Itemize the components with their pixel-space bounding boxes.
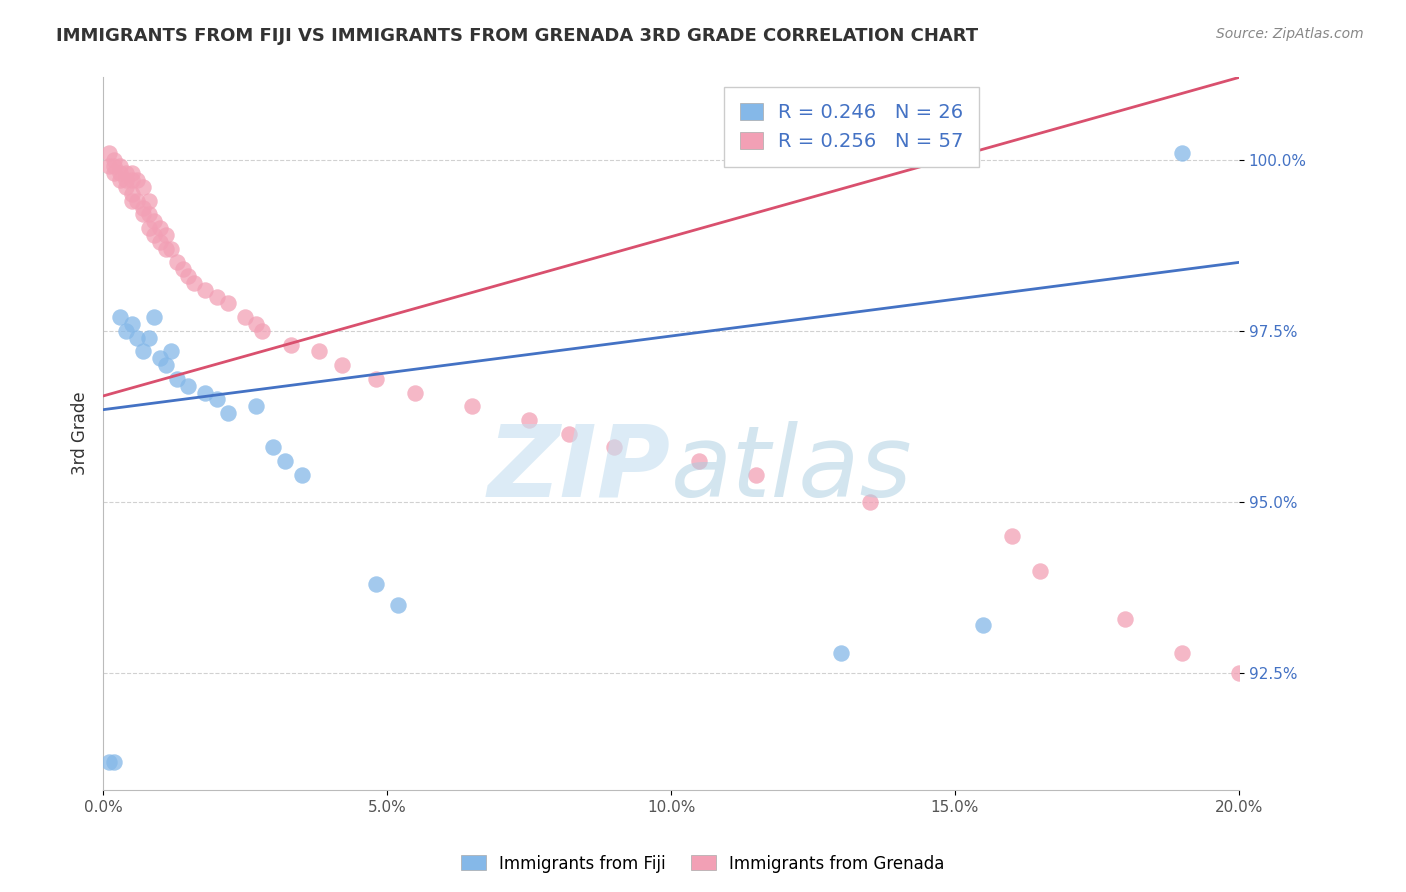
Point <box>1001 529 1024 543</box>
Point <box>263 441 285 455</box>
Text: Source: ZipAtlas.com: Source: ZipAtlas.com <box>1216 27 1364 41</box>
Point <box>121 317 143 331</box>
Point <box>97 160 120 174</box>
Point <box>108 166 131 180</box>
Point <box>364 372 387 386</box>
Point <box>121 194 143 208</box>
Point <box>308 344 330 359</box>
Point <box>1171 646 1194 660</box>
Point <box>115 173 138 187</box>
Point <box>97 756 120 770</box>
Point <box>1029 564 1052 578</box>
Point <box>108 310 131 325</box>
Point <box>205 392 228 407</box>
Point <box>149 221 172 235</box>
Point <box>143 227 166 242</box>
Point <box>121 173 143 187</box>
Point <box>132 201 155 215</box>
Point <box>177 269 200 284</box>
Point <box>745 467 768 482</box>
Point <box>183 276 205 290</box>
Point <box>233 310 256 325</box>
Point <box>274 454 297 468</box>
Point <box>127 194 149 208</box>
Point <box>127 331 149 345</box>
Point <box>859 495 882 509</box>
Point <box>143 214 166 228</box>
Point <box>108 173 131 187</box>
Point <box>404 385 426 400</box>
Point <box>103 756 125 770</box>
Point <box>194 283 217 297</box>
Point <box>160 242 183 256</box>
Text: atlas: atlas <box>671 421 912 517</box>
Point <box>108 160 131 174</box>
Point <box>143 310 166 325</box>
Point <box>166 255 188 269</box>
Point <box>330 358 353 372</box>
Point <box>217 296 239 310</box>
Point <box>603 441 626 455</box>
Text: IMMIGRANTS FROM FIJI VS IMMIGRANTS FROM GRENADA 3RD GRADE CORRELATION CHART: IMMIGRANTS FROM FIJI VS IMMIGRANTS FROM … <box>56 27 979 45</box>
Point <box>115 324 138 338</box>
Point <box>103 160 125 174</box>
Point <box>558 426 581 441</box>
Point <box>194 385 217 400</box>
Point <box>155 358 177 372</box>
Point <box>121 186 143 201</box>
Point <box>115 166 138 180</box>
Legend: Immigrants from Fiji, Immigrants from Grenada: Immigrants from Fiji, Immigrants from Gr… <box>454 848 952 880</box>
Point <box>291 467 314 482</box>
Point <box>127 173 149 187</box>
Point <box>245 399 267 413</box>
Point <box>205 290 228 304</box>
Point <box>132 344 155 359</box>
Point <box>830 646 852 660</box>
Point <box>121 166 143 180</box>
Point <box>138 331 160 345</box>
Point <box>155 227 177 242</box>
Point <box>103 166 125 180</box>
Point <box>217 406 239 420</box>
Point <box>1227 666 1250 681</box>
Point <box>138 207 160 221</box>
Point <box>517 413 540 427</box>
Point <box>155 242 177 256</box>
Legend: R = 0.246   N = 26, R = 0.256   N = 57: R = 0.246 N = 26, R = 0.256 N = 57 <box>724 87 980 167</box>
Point <box>115 180 138 194</box>
Point <box>177 378 200 392</box>
Point <box>103 153 125 167</box>
Point <box>172 262 194 277</box>
Y-axis label: 3rd Grade: 3rd Grade <box>72 392 89 475</box>
Point <box>245 317 267 331</box>
Point <box>688 454 710 468</box>
Point <box>97 145 120 160</box>
Point <box>160 344 183 359</box>
Point <box>138 194 160 208</box>
Point <box>132 180 155 194</box>
Point <box>461 399 484 413</box>
Point <box>149 235 172 249</box>
Point <box>166 372 188 386</box>
Point <box>138 221 160 235</box>
Point <box>1171 145 1194 160</box>
Point <box>387 598 409 612</box>
Point <box>250 324 273 338</box>
Point <box>132 207 155 221</box>
Point <box>280 337 302 351</box>
Point <box>364 577 387 591</box>
Text: ZIP: ZIP <box>488 421 671 517</box>
Point <box>1114 611 1136 625</box>
Point <box>149 351 172 366</box>
Point <box>972 618 994 632</box>
